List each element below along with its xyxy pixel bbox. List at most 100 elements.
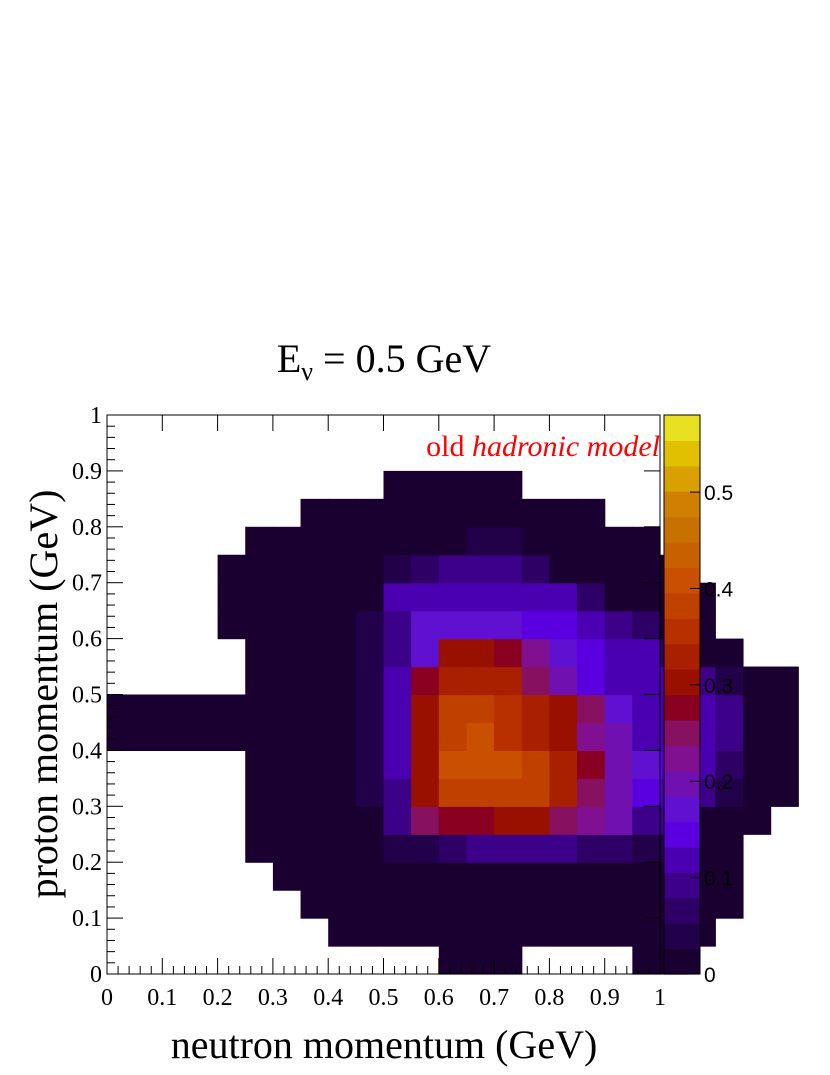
heatmap-cell <box>632 750 661 779</box>
heatmap-cell <box>438 890 468 919</box>
heatmap-cell <box>577 750 606 779</box>
heatmap-cell <box>715 890 744 919</box>
color-scale-swatch <box>664 618 700 645</box>
heatmap-cell <box>770 722 799 751</box>
heatmap-cell <box>577 862 606 891</box>
heatmap-cell <box>715 862 744 891</box>
heatmap-cell <box>438 862 468 891</box>
heatmap-cell <box>466 526 495 556</box>
x-tick-label: 0.9 <box>590 985 620 1011</box>
color-scale-swatch <box>664 846 700 873</box>
heatmap-cell <box>328 750 357 779</box>
heatmap-cell <box>549 834 578 863</box>
heatmap-cell <box>383 750 412 779</box>
heatmap-cell <box>521 722 550 751</box>
heatmap-cell <box>604 890 633 919</box>
heatmap-cell <box>577 722 606 751</box>
heatmap-cell <box>355 806 385 835</box>
heatmap-cell <box>577 526 606 556</box>
heatmap-cell <box>632 862 661 891</box>
color-scale-swatch <box>664 669 700 696</box>
heatmap-cell <box>494 666 523 696</box>
heatmap-cell <box>466 946 495 975</box>
heatmap-cell <box>466 582 495 612</box>
heatmap-cell <box>355 834 385 863</box>
heatmap-cell <box>521 638 550 668</box>
heatmap-cell <box>632 554 661 584</box>
heatmap-cell <box>715 638 744 668</box>
heatmap-cell <box>189 694 219 724</box>
color-scale-tick-label: 0.2 <box>704 771 733 794</box>
heatmap-cell <box>355 498 385 528</box>
heatmap-cell <box>577 666 606 696</box>
heatmap-cell <box>383 890 412 919</box>
heatmap-cell <box>715 750 744 779</box>
heatmap-cell <box>245 610 274 640</box>
y-tick-label: 0.3 <box>72 794 102 820</box>
heatmap-cell <box>494 638 523 668</box>
annotation-italic: hadronic model <box>472 430 660 463</box>
color-scale-frame <box>663 414 701 975</box>
heatmap-cell <box>577 638 606 668</box>
heatmap-cell <box>494 526 523 556</box>
heatmap-cell <box>549 666 578 696</box>
heatmap-cell <box>494 834 523 863</box>
color-scale-tick-label: 0.3 <box>704 675 733 698</box>
heatmap-cell <box>217 554 246 584</box>
heatmap-cell <box>742 750 772 779</box>
heatmap-cell <box>300 694 329 724</box>
heatmap-cell <box>245 806 274 835</box>
heatmap-cell <box>355 778 385 807</box>
heatmap-cell <box>521 610 550 640</box>
heatmap-cell <box>770 666 799 696</box>
heatmap-cell <box>411 526 440 556</box>
heatmap-cell <box>355 750 385 779</box>
heatmap-cell <box>494 918 523 947</box>
heatmap-cell <box>604 610 633 640</box>
heatmap-cell <box>494 862 523 891</box>
y-axis-ticks: 0 0.1 0.2 0.3 0.4 0.5 0.6 0.7 0.8 0.9 1 <box>72 403 660 988</box>
color-scale-tick-label: 0.5 <box>704 482 733 505</box>
heatmap-cell <box>328 666 357 696</box>
heatmap-cell <box>521 666 550 696</box>
heatmap-cell <box>300 554 329 584</box>
heatmap-cell <box>438 806 468 835</box>
heatmap-cell <box>245 582 274 612</box>
heatmap-cell <box>107 694 136 724</box>
heatmap-cell <box>383 666 412 696</box>
heatmap-cell <box>604 834 633 863</box>
heatmap-cell <box>715 666 744 696</box>
heatmap-cell <box>466 918 495 947</box>
color-scale-swatch <box>664 516 700 543</box>
heatmap-cell <box>604 694 633 724</box>
heatmap-cell <box>521 582 550 612</box>
heatmap-cell <box>300 890 329 919</box>
heatmap-cell <box>466 890 495 919</box>
heatmap-cell <box>438 498 468 528</box>
heatmap-cell <box>632 806 661 835</box>
heatmap-cell <box>632 526 661 556</box>
heatmap-cell <box>383 498 412 528</box>
heatmap-cell <box>272 750 302 779</box>
heatmap-cell <box>466 862 495 891</box>
heatmap-cell <box>466 834 495 863</box>
heatmap-cell <box>328 638 357 668</box>
heatmap-cell <box>134 694 163 724</box>
heatmap-cell <box>715 722 744 751</box>
x-tick-label: 0 <box>101 985 113 1011</box>
heatmap-cell <box>411 470 440 500</box>
heatmap-cell <box>549 750 578 779</box>
heatmap-cell <box>494 694 523 724</box>
x-tick-label: 1 <box>654 985 666 1011</box>
heatmap-cell <box>245 638 274 668</box>
heatmap-cell <box>604 778 633 807</box>
y-tick-label: 0.4 <box>72 738 102 764</box>
heatmap-cell <box>355 638 385 668</box>
x-axis-label: neutron momentum (GeV) <box>171 1022 598 1067</box>
heatmap-cell <box>770 694 799 724</box>
heatmap-cell <box>411 666 440 696</box>
heatmap-cell <box>438 946 468 975</box>
heatmap-cell <box>355 862 385 891</box>
color-scale-swatch <box>664 415 700 442</box>
heatmap-cell <box>383 862 412 891</box>
